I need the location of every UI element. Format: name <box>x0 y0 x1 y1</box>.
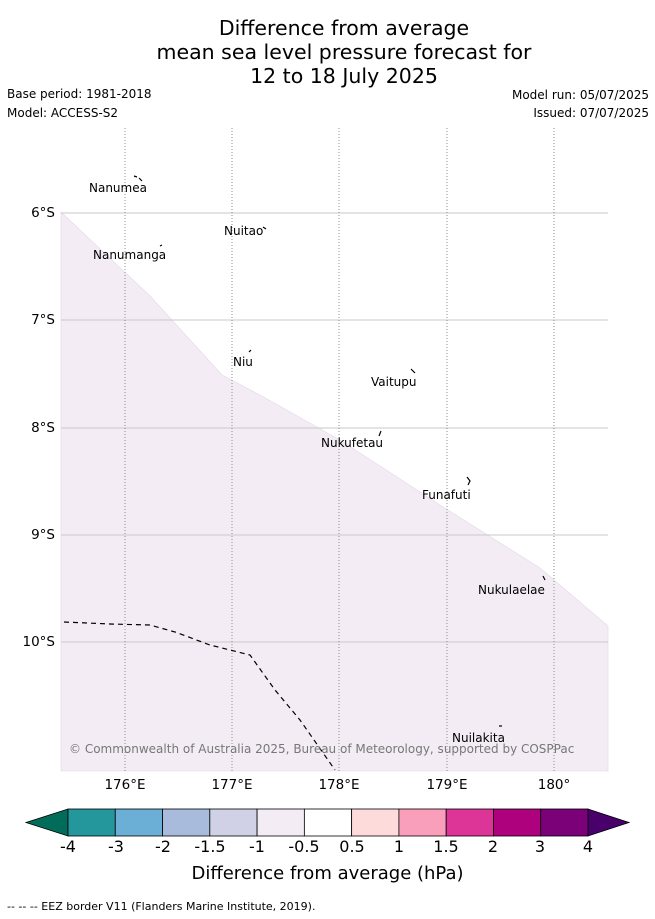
island-label-nuilakita: Nuilakita <box>452 731 505 745</box>
island-label-nukufetau: Nukufetau <box>321 436 384 450</box>
model-name: Model: ACCESS-S2 <box>7 106 119 120</box>
colorbar-cell <box>256 808 305 837</box>
title-line-1: Difference from average <box>218 16 470 40</box>
colorbar-under-arrow <box>24 808 69 837</box>
colorbar-tick-label: 4 <box>582 837 594 856</box>
lat-label-9s: 9°S <box>31 527 55 543</box>
lon-gridlines <box>124 128 555 771</box>
colorbar-title: Difference from average (hPa) <box>191 863 464 884</box>
colorbar-cell <box>209 808 258 837</box>
title-line-2: mean sea level pressure forecast for <box>156 40 532 64</box>
colorbar-tick-label: 3 <box>534 837 546 856</box>
lon-label-178e: 178°E <box>318 777 360 793</box>
island-label-funafuti: Funafuti <box>422 488 471 502</box>
colorbar-tick-label: -2 <box>155 837 171 856</box>
lon-label-180: 180° <box>537 777 571 793</box>
island-label-vaitupu: Vaitupu <box>371 375 417 389</box>
lat-label-10s: 10°S <box>22 634 56 650</box>
colorbar-cell <box>67 808 116 837</box>
colorbar-cell <box>162 808 211 837</box>
colorbar-tick-label: -0.5 <box>288 837 320 856</box>
colorbar-cell <box>445 808 494 837</box>
lon-label-177e: 177°E <box>211 777 253 793</box>
colorbar-tick-label: -4 <box>60 837 76 856</box>
issued-date: Issued: 07/07/2025 <box>533 106 649 120</box>
island-label-nanumea: Nanumea <box>89 181 147 195</box>
colorbar-cell <box>493 808 542 837</box>
copyright-credit: © Commonwealth of Australia 2025, Bureau… <box>69 742 575 756</box>
island-label-nanumanga: Nanumanga <box>93 248 167 262</box>
colorbar-cell <box>114 808 163 837</box>
colorbar-tick-label: 1.5 <box>433 837 459 856</box>
colorbar-cell <box>540 808 589 837</box>
island-label-nukulaelae: Nukulaelae <box>478 583 545 597</box>
lat-label-6s: 6°S <box>31 205 55 221</box>
lon-label-179e: 179°E <box>426 777 468 793</box>
lat-label-8s: 8°S <box>31 420 55 436</box>
eez-legend-note: -- -- -- EEZ border V11 (Flanders Marine… <box>7 900 316 913</box>
base-period: Base period: 1981-2018 <box>7 87 152 101</box>
colorbar-tick-label: 2 <box>487 837 499 856</box>
lat-gridlines <box>61 212 608 643</box>
colorbar-cell <box>351 808 400 837</box>
colorbar-tick-label: 0.5 <box>339 837 365 856</box>
colorbar-tick-label: -1.5 <box>194 837 226 856</box>
title-line-3: 12 to 18 July 2025 <box>250 64 438 88</box>
lon-label-176e: 176°E <box>104 777 146 793</box>
pressure-anomaly-shading <box>60 211 609 772</box>
colorbar-cell <box>303 808 353 837</box>
colorbar-tick-label: -1 <box>249 837 265 856</box>
colorbar-cell <box>398 808 447 837</box>
island-label-niu: Niu <box>233 355 253 369</box>
colorbar-tick-label: 1 <box>393 837 405 856</box>
colorbar-tick-label: -3 <box>108 837 124 856</box>
island-shapes <box>133 175 546 727</box>
island-label-nuitao: Nuitao <box>224 224 264 238</box>
model-run: Model run: 05/07/2025 <box>511 88 649 102</box>
colorbar-over-arrow <box>587 808 631 837</box>
lat-label-7s: 7°S <box>31 312 55 328</box>
chart-title: Difference from average mean sea level p… <box>0 16 655 88</box>
